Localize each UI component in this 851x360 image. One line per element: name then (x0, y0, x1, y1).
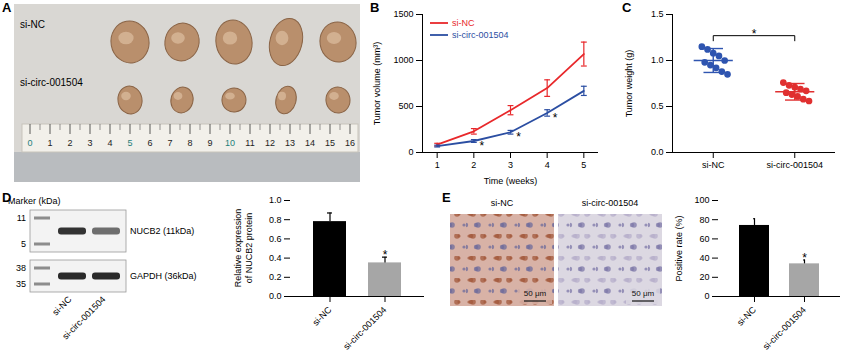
html-text:D: D (2, 190, 12, 205)
svg-text:0.5: 0.5 (651, 101, 664, 111)
svg-text:si-NC: si-NC (310, 304, 333, 327)
svg-text:500: 500 (398, 101, 413, 111)
svg-text:1.5: 1.5 (651, 9, 664, 19)
svg-text:1500: 1500 (393, 9, 413, 19)
svg-text:50 μm: 50 μm (632, 289, 655, 298)
svg-text:si-circ-001504: si-circ-001504 (452, 30, 509, 40)
svg-text:3: 3 (87, 138, 92, 148)
svg-text:0.8: 0.8 (269, 215, 282, 225)
svg-text:Relative expression: Relative expression (233, 209, 243, 288)
svg-text:5: 5 (21, 239, 26, 249)
svg-text:si-circ-001504: si-circ-001504 (60, 294, 107, 341)
svg-text:si-NC: si-NC (735, 304, 758, 327)
svg-text:4: 4 (545, 160, 550, 170)
svg-text:8: 8 (187, 138, 192, 148)
html-text:E: E (442, 190, 451, 205)
svg-text:1: 1 (47, 138, 52, 148)
svg-text:6: 6 (147, 138, 152, 148)
svg-text:Time (weeks): Time (weeks) (484, 176, 538, 186)
svg-text:12: 12 (265, 138, 275, 148)
svg-text:2: 2 (67, 138, 72, 148)
svg-text:si-circ-001504: si-circ-001504 (582, 198, 639, 208)
svg-text:0: 0 (408, 147, 413, 157)
svg-text:*: * (479, 139, 484, 153)
svg-text:Marker (kDa): Marker (kDa) (8, 196, 61, 206)
svg-text:14: 14 (305, 138, 315, 148)
svg-text:11: 11 (17, 213, 26, 223)
svg-text:si-NC: si-NC (491, 198, 514, 208)
svg-text:40: 40 (699, 253, 709, 263)
svg-text:si-NC: si-NC (50, 294, 73, 317)
svg-text:0.0: 0.0 (269, 291, 282, 301)
svg-text:Positive rate (%): Positive rate (%) (674, 215, 684, 281)
svg-text:16: 16 (345, 138, 355, 148)
svg-text:of NUCB2 protein: of NUCB2 protein (244, 213, 254, 284)
svg-text:*: * (553, 111, 558, 125)
svg-text:1.0: 1.0 (651, 55, 664, 65)
svg-text:35: 35 (16, 279, 26, 289)
svg-text:si-circ-001504: si-circ-001504 (761, 305, 808, 352)
svg-text:10: 10 (225, 138, 235, 148)
svg-text:*: * (516, 130, 521, 144)
svg-text:0.6: 0.6 (269, 234, 282, 244)
svg-text:1000: 1000 (393, 55, 413, 65)
svg-text:si-NC: si-NC (20, 19, 45, 30)
svg-text:4: 4 (107, 138, 112, 148)
svg-text:20: 20 (699, 272, 709, 282)
svg-text:si-circ-001504: si-circ-001504 (766, 160, 823, 170)
svg-text:0.4: 0.4 (269, 253, 282, 263)
svg-text:0.2: 0.2 (269, 272, 282, 282)
svg-text:GAPDH (36kDa): GAPDH (36kDa) (130, 271, 197, 281)
svg-text:9: 9 (207, 138, 212, 148)
svg-text:si-circ-001504: si-circ-001504 (20, 77, 83, 88)
svg-text:si-NC: si-NC (452, 18, 475, 28)
svg-text:si-NC: si-NC (702, 160, 725, 170)
svg-text:si-circ-001504: si-circ-001504 (341, 305, 388, 352)
svg-text:15: 15 (325, 138, 335, 148)
svg-text:Tumor weight (g): Tumor weight (g) (624, 50, 634, 118)
html-text:A: A (2, 0, 12, 15)
svg-text:0: 0 (704, 291, 709, 301)
svg-text:2: 2 (471, 160, 476, 170)
svg-text:*: * (752, 27, 757, 41)
svg-text:60: 60 (699, 234, 709, 244)
svg-text:1.0: 1.0 (269, 195, 282, 205)
svg-text:*: * (802, 251, 807, 265)
html-text:C: C (622, 0, 632, 15)
svg-text:0: 0 (27, 138, 32, 148)
svg-text:38: 38 (16, 263, 26, 273)
svg-text:80: 80 (699, 215, 709, 225)
html-text:B: B (370, 0, 380, 15)
svg-text:13: 13 (285, 138, 295, 148)
svg-text:50 μm: 50 μm (524, 289, 547, 298)
svg-text:5: 5 (127, 138, 132, 148)
svg-text:3: 3 (508, 160, 513, 170)
svg-text:1: 1 (435, 160, 440, 170)
svg-text:7: 7 (167, 138, 172, 148)
svg-text:Tumor volume (mm³): Tumor volume (mm³) (372, 42, 382, 126)
svg-text:5: 5 (581, 160, 586, 170)
svg-text:0.0: 0.0 (651, 147, 664, 157)
svg-text:100: 100 (694, 195, 709, 205)
svg-text:NUCB2 (11kDa): NUCB2 (11kDa) (130, 226, 194, 236)
svg-text:11: 11 (245, 138, 254, 148)
svg-text:*: * (383, 248, 388, 262)
